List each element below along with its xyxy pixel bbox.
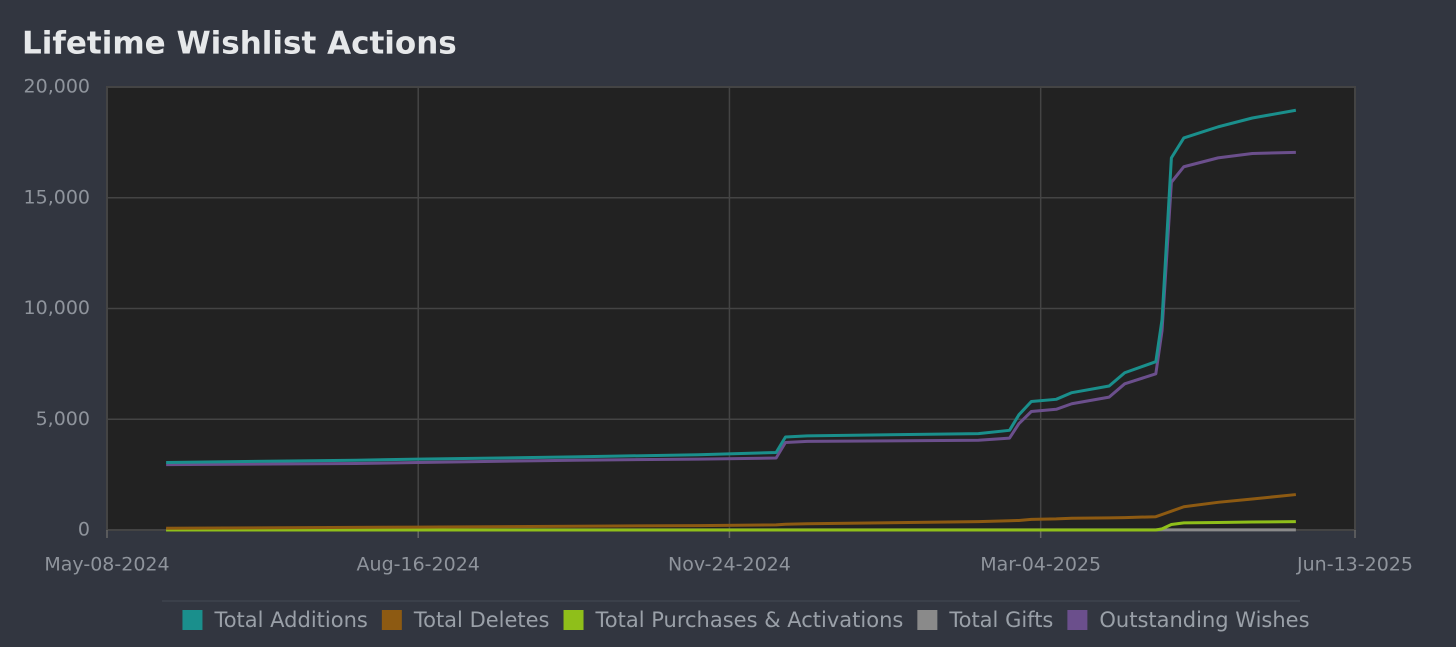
y-tick-label: 5,000 bbox=[36, 408, 90, 430]
legend-swatch[interactable] bbox=[563, 610, 584, 630]
legend-swatch[interactable] bbox=[917, 610, 938, 630]
legend-swatch[interactable] bbox=[1067, 610, 1088, 630]
series-line bbox=[166, 108, 1297, 464]
x-tick-label: Aug-16-2024 bbox=[357, 554, 480, 576]
legend-label[interactable]: Total Additions bbox=[213, 608, 367, 632]
legend-label[interactable]: Total Deletes bbox=[413, 608, 550, 632]
series-line bbox=[166, 493, 1297, 530]
x-tick-label: Nov-24-2024 bbox=[668, 554, 791, 576]
y-tick-label: 20,000 bbox=[24, 76, 90, 98]
y-tick-label: 15,000 bbox=[24, 186, 90, 208]
x-tick-label: May-08-2024 bbox=[44, 554, 169, 576]
legend-label[interactable]: Total Gifts bbox=[948, 608, 1053, 632]
x-tick-label: Jun-13-2025 bbox=[1296, 554, 1413, 576]
legend-swatch[interactable] bbox=[381, 610, 402, 630]
legend-swatch[interactable] bbox=[182, 610, 203, 630]
series-line bbox=[166, 520, 1296, 532]
legend-label[interactable]: Total Purchases & Activations bbox=[595, 608, 904, 632]
x-tick-label: Mar-04-2025 bbox=[980, 554, 1101, 576]
series-line bbox=[166, 150, 1296, 467]
y-tick-label: 10,000 bbox=[24, 297, 90, 319]
chart-title: Lifetime Wishlist Actions bbox=[22, 26, 457, 62]
y-tick-label: 0 bbox=[78, 519, 90, 541]
legend-label[interactable]: Outstanding Wishes bbox=[1099, 608, 1309, 632]
